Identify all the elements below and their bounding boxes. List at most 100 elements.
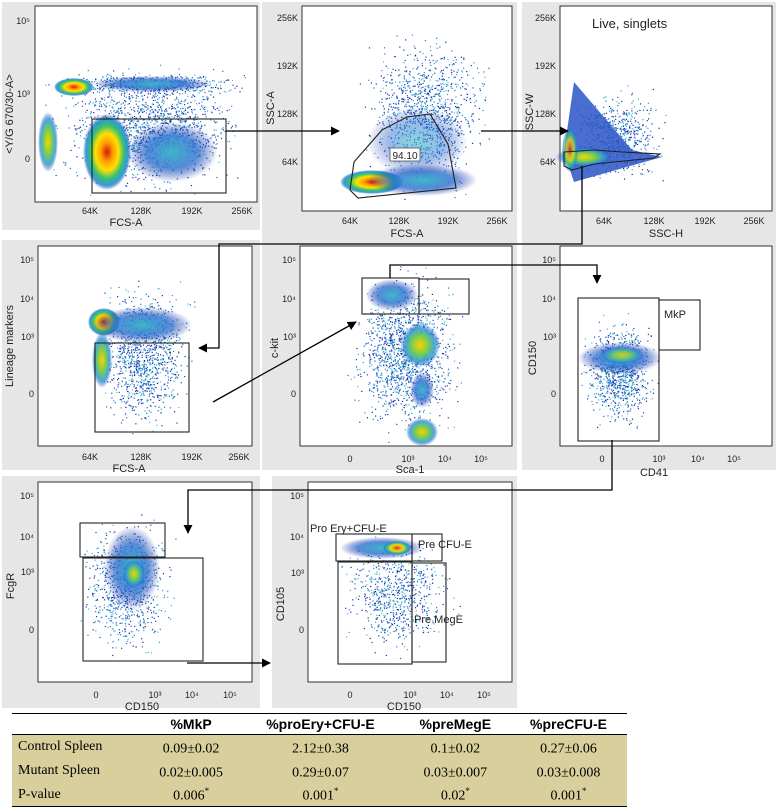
event-dot [392,106,394,108]
event-dot [170,348,172,350]
event-dot [152,381,154,383]
event-dot [440,88,442,90]
event-dot [124,345,126,347]
event-dot [644,147,646,149]
event-dot [78,74,80,76]
event-dot [640,128,642,130]
x-tick: 128K [388,216,409,226]
event-dot [626,168,628,170]
event-dot [644,131,646,133]
event-dot [133,356,135,358]
event-dot [135,176,137,178]
event-dot [620,128,622,130]
event-dot [109,302,111,304]
event-dot [210,87,212,89]
event-dot [184,108,186,110]
event-dot [369,382,371,384]
event-dot [150,106,152,108]
event-dot [474,94,476,96]
event-dot [82,124,85,126]
event-dot [136,117,138,119]
event-dot [151,355,153,357]
event-dot [132,409,134,411]
event-dot [85,111,87,113]
event-dot [433,63,435,65]
event-dot [200,121,202,123]
event-dot [129,133,131,135]
event-dot [152,111,154,113]
event-dot [150,372,153,374]
event-dot [94,98,96,100]
event-dot [150,345,152,347]
event-dot [216,176,218,179]
event-dot [128,392,130,394]
event-dot [435,61,437,63]
event-dot [160,386,163,388]
event-dot [187,117,189,119]
event-dot [631,112,633,114]
gate-polygon [563,149,662,171]
event-dot [405,92,407,94]
event-dot [458,167,460,169]
event-dot [165,117,167,119]
event-dot [418,90,420,92]
event-dot [144,106,146,108]
event-dot [169,351,171,353]
event-dot [117,384,119,386]
event-dot [169,119,171,121]
event-dot [450,86,452,88]
event-dot [146,366,148,368]
event-dot [48,84,50,86]
event-dot [150,112,152,114]
event-dot [638,164,640,166]
event-dot [133,365,135,367]
event-dot [130,363,132,365]
event-dot [145,124,147,126]
event-dot [104,99,106,101]
event-dot [618,116,620,118]
event-dot [149,348,151,350]
event-dot [617,105,619,107]
event-dot [135,97,137,99]
event-dot [405,79,407,81]
event-dot [96,91,99,93]
event-dot [176,96,178,98]
event-dot [101,90,103,92]
event-dot [135,423,137,425]
event-dot [123,359,125,361]
event-dot [142,111,144,113]
event-dot [393,103,395,105]
event-dot [134,344,136,346]
event-dot [171,369,173,371]
event-dot [484,100,486,102]
event-dot [171,116,173,118]
event-dot [171,294,173,297]
event-dot [138,178,140,180]
event-dot [186,393,188,395]
event-dot [148,395,150,397]
event-dot [472,113,474,115]
event-dot [164,374,167,377]
event-dot [156,357,158,359]
event-dot [121,385,123,387]
event-dot [122,348,124,350]
event-dot [164,110,166,112]
event-dot [84,121,86,123]
event-dot [647,144,649,146]
event-dot [224,130,226,132]
event-dot [139,344,141,346]
event-dot [593,175,595,177]
event-dot [450,103,452,105]
event-dot [131,173,134,175]
event-dot [93,112,95,114]
event-dot [150,390,152,392]
x-tick: 128K [130,206,151,216]
event-dot [113,90,115,92]
event-dot [210,119,212,121]
event-dot [620,134,622,136]
event-dot [413,85,415,87]
event-dot [403,89,405,91]
event-dot [117,115,119,117]
event-dot [426,76,428,78]
event-dot [456,74,458,76]
